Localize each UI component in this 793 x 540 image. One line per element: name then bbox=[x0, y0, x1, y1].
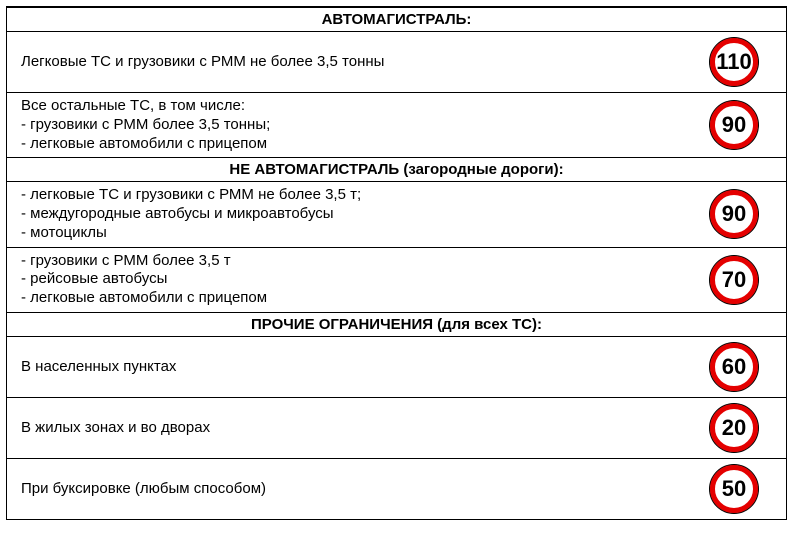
speed-value: 60 bbox=[710, 343, 758, 391]
sign-cell: 70 bbox=[700, 250, 786, 310]
table-row: - грузовики с РММ более 3,5 т- рейсовые … bbox=[7, 248, 786, 313]
speed-value: 110 bbox=[710, 38, 758, 86]
row-description: Все остальные ТС, в том числе:- грузовик… bbox=[7, 93, 700, 157]
speed-value: 20 bbox=[710, 404, 758, 452]
section-header: ПРОЧИЕ ОГРАНИЧЕНИЯ (для всех ТС): bbox=[7, 313, 786, 337]
table-row: При буксировке (любым способом) 50 bbox=[7, 459, 786, 519]
section-header: АВТОМАГИСТРАЛЬ: bbox=[7, 8, 786, 32]
speed-value: 90 bbox=[710, 190, 758, 238]
speed-value: 70 bbox=[710, 256, 758, 304]
section-header: НЕ АВТОМАГИСТРАЛЬ (загородные дороги): bbox=[7, 158, 786, 182]
row-description: - легковые ТС и грузовики с РММ не более… bbox=[7, 182, 700, 246]
speed-limit-table: АВТОМАГИСТРАЛЬ: Легковые ТС и грузовики с… bbox=[6, 6, 787, 520]
row-description: В жилых зонах и во дворах bbox=[7, 412, 700, 444]
speed-limit-sign: 110 bbox=[710, 38, 758, 86]
speed-limit-sign: 50 bbox=[710, 465, 758, 513]
sign-cell: 110 bbox=[700, 32, 786, 92]
sign-cell: 50 bbox=[700, 459, 786, 519]
sign-cell: 90 bbox=[700, 95, 786, 155]
speed-limit-sign: 90 bbox=[710, 190, 758, 238]
sign-cell: 20 bbox=[700, 398, 786, 458]
row-description: Легковые ТС и грузовики с РММ не более 3… bbox=[7, 46, 700, 78]
speed-limit-sign: 60 bbox=[710, 343, 758, 391]
sign-cell: 60 bbox=[700, 337, 786, 397]
speed-limit-sign: 70 bbox=[710, 256, 758, 304]
table-row: В жилых зонах и во дворах 20 bbox=[7, 398, 786, 459]
table-row: - легковые ТС и грузовики с РММ не более… bbox=[7, 182, 786, 247]
speed-value: 90 bbox=[710, 101, 758, 149]
row-description: В населенных пунктах bbox=[7, 351, 700, 383]
sign-cell: 90 bbox=[700, 184, 786, 244]
speed-limit-sign: 20 bbox=[710, 404, 758, 452]
row-description: При буксировке (любым способом) bbox=[7, 473, 700, 505]
table-row: Все остальные ТС, в том числе:- грузовик… bbox=[7, 93, 786, 158]
table-row: Легковые ТС и грузовики с РММ не более 3… bbox=[7, 32, 786, 93]
speed-value: 50 bbox=[710, 465, 758, 513]
row-description: - грузовики с РММ более 3,5 т- рейсовые … bbox=[7, 248, 700, 312]
speed-limit-sign: 90 bbox=[710, 101, 758, 149]
table-row: В населенных пунктах 60 bbox=[7, 337, 786, 398]
